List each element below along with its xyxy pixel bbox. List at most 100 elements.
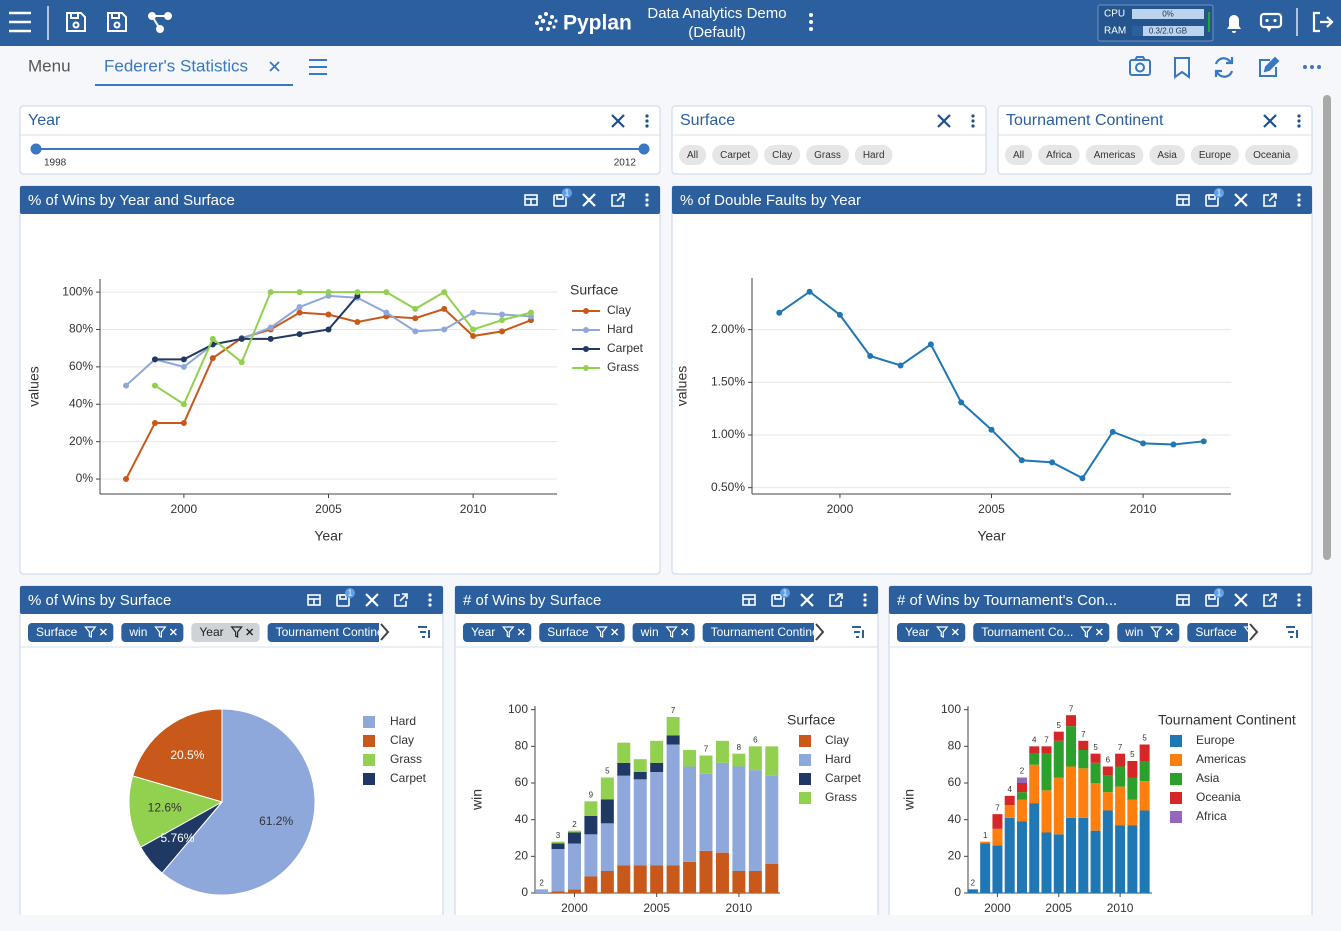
field-chip[interactable] xyxy=(463,623,532,642)
table-button[interactable] xyxy=(307,594,321,606)
tools-button[interactable] xyxy=(800,593,814,607)
snapshot-button[interactable] xyxy=(1129,56,1151,76)
year-slider-handle[interactable] xyxy=(30,143,42,155)
legend-label[interactable]: Asia xyxy=(1196,771,1220,785)
field-chip[interactable] xyxy=(897,623,966,642)
legend-label[interactable]: Clay xyxy=(607,303,631,317)
table-button[interactable] xyxy=(742,594,756,606)
bookmark-button[interactable] xyxy=(1174,57,1190,79)
filter-chip[interactable] xyxy=(679,145,707,165)
tabs-menu-button[interactable] xyxy=(309,59,327,75)
filter-chip[interactable] xyxy=(764,145,801,165)
dots-button[interactable] xyxy=(1297,193,1301,207)
menu-button[interactable] xyxy=(9,11,31,33)
filter-chip[interactable] xyxy=(1190,145,1240,165)
field-chip[interactable] xyxy=(702,623,865,642)
active-tab[interactable]: Federer's Statistics xyxy=(104,56,248,75)
legend-label[interactable]: Grass xyxy=(607,360,639,374)
legend-label[interactable]: Hard xyxy=(390,714,416,728)
field-chip[interactable] xyxy=(1187,623,1272,642)
menu-tab[interactable]: Menu xyxy=(28,56,71,75)
legend-label[interactable]: Clay xyxy=(390,733,414,747)
tools-button[interactable] xyxy=(1234,593,1248,607)
chip-remove-icon[interactable] xyxy=(1165,628,1173,636)
chip-filter-icon[interactable] xyxy=(230,626,243,638)
legend-label[interactable]: Grass xyxy=(825,790,857,804)
tools-button[interactable] xyxy=(1234,193,1248,207)
snapshot-button[interactable] xyxy=(553,194,567,207)
save-button[interactable] xyxy=(66,12,86,32)
legend-label[interactable]: Clay xyxy=(825,733,849,747)
legend-label[interactable]: Carpet xyxy=(607,341,644,355)
chip-filter-button[interactable] xyxy=(1286,626,1298,638)
open-button[interactable] xyxy=(829,593,843,607)
legend-label[interactable]: Hard xyxy=(607,322,633,336)
chip-remove-icon[interactable] xyxy=(246,628,254,636)
chip-scroll-arrow[interactable] xyxy=(1249,623,1259,641)
app-menu-button[interactable] xyxy=(809,13,813,31)
dots-button[interactable] xyxy=(1297,593,1301,607)
logout-button[interactable] xyxy=(1312,11,1334,33)
filter-chip[interactable] xyxy=(854,145,893,165)
snapshot-button[interactable] xyxy=(771,594,785,607)
open-button[interactable] xyxy=(1263,593,1277,607)
tools-button[interactable] xyxy=(365,593,379,607)
notifications-button[interactable] xyxy=(1227,15,1241,33)
tools-button[interactable] xyxy=(582,193,596,207)
snapshot-button[interactable] xyxy=(1205,194,1219,207)
legend-label[interactable]: Hard xyxy=(825,752,851,766)
chip-scroll-arrow[interactable] xyxy=(380,623,390,641)
filter-chip[interactable] xyxy=(712,145,759,165)
open-button[interactable] xyxy=(1263,193,1277,207)
filter-chip[interactable] xyxy=(1005,145,1033,165)
table-button[interactable] xyxy=(1176,594,1190,606)
chip-filter-button[interactable] xyxy=(852,626,864,638)
chip-remove-icon[interactable] xyxy=(951,628,959,636)
refresh-button[interactable] xyxy=(1214,57,1234,78)
dots-button[interactable] xyxy=(971,114,975,128)
dots-button[interactable] xyxy=(1297,114,1301,128)
edit-button[interactable] xyxy=(1259,56,1280,77)
legend-label[interactable]: Americas xyxy=(1196,752,1246,766)
legend-label[interactable]: Oceania xyxy=(1196,790,1241,804)
chip-remove-icon[interactable] xyxy=(1095,628,1103,636)
field-chip[interactable] xyxy=(28,623,114,642)
tools-button[interactable] xyxy=(1263,114,1277,128)
close-tab-button[interactable] xyxy=(269,61,280,72)
legend-label[interactable]: Carpet xyxy=(825,771,862,785)
dots-button[interactable] xyxy=(863,593,867,607)
dots-button[interactable] xyxy=(428,593,432,607)
legend-label[interactable]: Grass xyxy=(390,752,422,766)
field-chip[interactable] xyxy=(191,623,260,642)
field-chip[interactable] xyxy=(1117,623,1180,642)
year-slider-handle[interactable] xyxy=(638,143,650,155)
assistant-button[interactable] xyxy=(1259,12,1283,32)
chip-filter-icon[interactable] xyxy=(502,626,515,638)
chip-filter-icon[interactable] xyxy=(1150,626,1163,638)
filter-chip[interactable] xyxy=(1245,145,1299,165)
field-chip[interactable] xyxy=(121,623,184,642)
chip-filter-icon[interactable] xyxy=(154,626,167,638)
field-chip[interactable] xyxy=(267,623,430,642)
legend-label[interactable]: Africa xyxy=(1196,809,1227,823)
filter-chip[interactable] xyxy=(1149,145,1185,165)
legend-label[interactable]: Carpet xyxy=(390,771,427,785)
chip-filter-icon[interactable] xyxy=(595,626,608,638)
filter-chip[interactable] xyxy=(1038,145,1080,165)
share-button[interactable] xyxy=(148,12,172,33)
chip-filter-icon[interactable] xyxy=(665,626,678,638)
tools-button[interactable] xyxy=(937,114,951,128)
open-button[interactable] xyxy=(611,193,625,207)
dots-button[interactable] xyxy=(645,114,649,128)
field-chip[interactable] xyxy=(539,623,625,642)
chip-remove-icon[interactable] xyxy=(169,628,177,636)
chip-filter-icon[interactable] xyxy=(84,626,97,638)
field-chip[interactable] xyxy=(973,623,1110,642)
tools-button[interactable] xyxy=(611,114,625,128)
filter-chip[interactable] xyxy=(1085,145,1144,165)
chip-remove-icon[interactable] xyxy=(681,628,689,636)
chip-scroll-arrow[interactable] xyxy=(815,623,825,641)
chip-filter-icon[interactable] xyxy=(1080,626,1093,638)
chip-filter-icon[interactable] xyxy=(936,626,949,638)
open-button[interactable] xyxy=(394,593,408,607)
